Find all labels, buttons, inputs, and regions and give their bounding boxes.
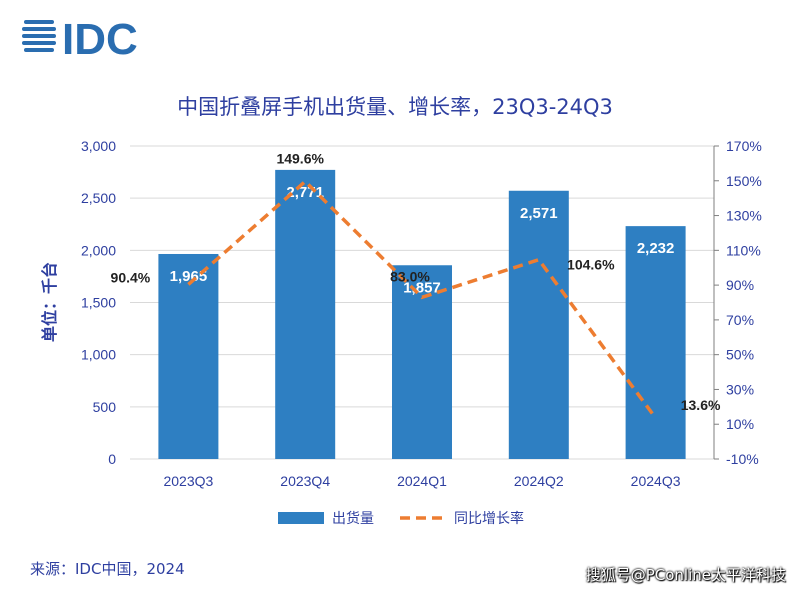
legend-line-label: 同比增长率 <box>454 510 524 527</box>
bar-value-label: 1,965 <box>170 268 208 285</box>
y-tick-label: 1,000 <box>81 347 116 363</box>
y2-tick-label: 50% <box>726 347 754 363</box>
idc-globe-icon <box>22 20 56 52</box>
y-tick-label: 0 <box>108 451 116 467</box>
bar-value-label: 1,857 <box>403 279 441 296</box>
rate-value-label: 90.4% <box>111 269 151 285</box>
bar <box>158 253 219 459</box>
y2-tick-label: 10% <box>726 416 754 432</box>
bar <box>508 190 569 459</box>
bar-labels: 1,965 2,771 1,857 2,571 2,232 <box>170 184 675 296</box>
bars <box>158 169 686 459</box>
category-label: 2023Q4 <box>280 473 330 489</box>
bar <box>275 169 336 459</box>
category-labels: 2023Q3 2023Q4 2024Q1 2024Q2 2024Q3 <box>163 473 680 489</box>
y2-tick-label: -10% <box>726 451 759 467</box>
bar <box>625 226 686 459</box>
category-label: 2023Q3 <box>163 473 213 489</box>
growth-rate-line <box>187 179 658 420</box>
y-tick-label: 2,000 <box>81 242 116 258</box>
chart-title: 中国折叠屏手机出货量、增长率，23Q3-24Q3 <box>177 95 613 119</box>
category-label: 2024Q1 <box>397 473 447 489</box>
idc-logo: IDC <box>22 15 138 60</box>
rate-value-label: 149.6% <box>276 150 324 166</box>
category-label: 2024Q2 <box>514 473 564 489</box>
y2-tick-label: 170% <box>726 138 762 154</box>
y2-tick-label: 30% <box>726 381 754 397</box>
y2-tick-label: 110% <box>726 242 761 258</box>
legend: 出货量 同比增长率 <box>278 510 524 527</box>
rate-value-label: 83.0% <box>390 268 430 284</box>
legend-bar-label: 出货量 <box>332 510 374 527</box>
bar-value-label: 2,571 <box>520 205 558 222</box>
bar-value-label: 2,232 <box>637 240 675 257</box>
y2-tick-label: 130% <box>726 208 762 224</box>
source-note: 来源：IDC中国，2024 <box>30 560 185 578</box>
y-tick-label: 3,000 <box>81 138 116 154</box>
y2-tick-label: 70% <box>726 312 754 328</box>
y-tick-label: 500 <box>93 399 117 415</box>
logo-text: IDC <box>62 15 138 60</box>
watermark: 搜狐号@PConline太平洋科技 <box>585 566 786 584</box>
y-axis-ticks: 0 500 1,000 1,500 2,000 2,500 3,000 <box>81 138 116 467</box>
y2-axis-ticks: -10% 10% 30% 50% 70% 90% 110% 130% 150% 170% <box>714 138 762 467</box>
rate-labels: 90.4% 149.6% 83.0% 104.6% 13.6% <box>111 150 721 412</box>
y-tick-label: 2,500 <box>81 190 116 206</box>
y-axis-label: 单位：千台 <box>40 262 59 342</box>
category-label: 2024Q3 <box>631 473 681 489</box>
rate-value-label: 104.6% <box>567 257 615 273</box>
bar-value-label: 2,771 <box>286 184 324 201</box>
y-tick-label: 1,500 <box>81 295 116 311</box>
legend-bar-swatch <box>278 512 324 524</box>
y2-tick-label: 150% <box>726 173 762 189</box>
rate-value-label: 13.6% <box>681 397 721 413</box>
y2-tick-label: 90% <box>726 277 754 293</box>
